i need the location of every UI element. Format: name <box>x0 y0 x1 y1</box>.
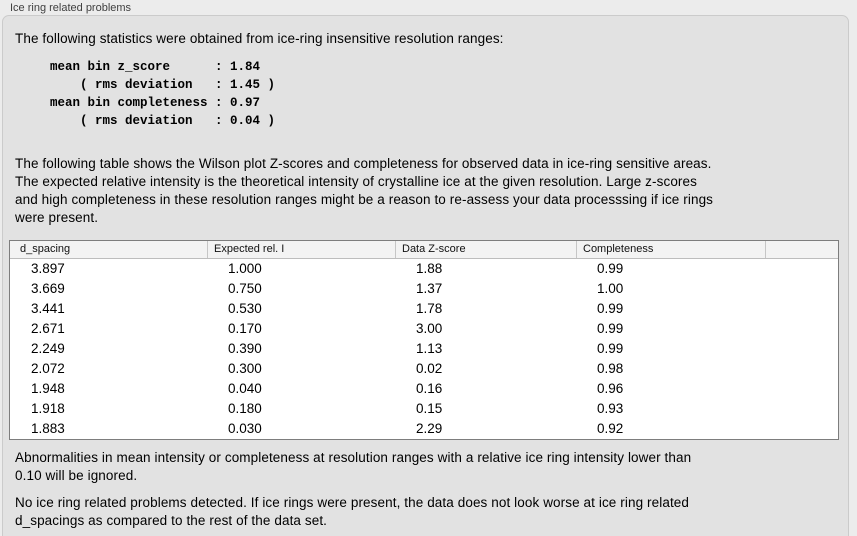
table-row[interactable]: 2.072 0.300 0.02 0.98 <box>10 359 838 379</box>
table-row[interactable]: 2.249 0.390 1.13 0.99 <box>10 339 838 359</box>
table-description-text: The following table shows the Wilson plo… <box>15 156 714 225</box>
cell-data-z-score: 0.16 <box>416 381 443 396</box>
ice-ring-panel: The following statistics were obtained f… <box>2 15 849 536</box>
cell-completeness: 0.99 <box>597 341 624 356</box>
cell-data-z-score: 1.88 <box>416 261 443 276</box>
cell-completeness: 0.99 <box>597 301 624 316</box>
cell-expected-rel-i: 0.040 <box>228 381 262 396</box>
cell-completeness: 0.98 <box>597 361 624 376</box>
column-header-data-z-score[interactable]: Data Z-score <box>395 241 576 258</box>
cell-expected-rel-i: 0.300 <box>228 361 262 376</box>
cell-d-spacing: 1.883 <box>31 421 65 436</box>
cell-data-z-score: 0.15 <box>416 401 443 416</box>
table-row[interactable]: 2.671 0.170 3.00 0.99 <box>10 319 838 339</box>
panel-title: Ice ring related problems <box>10 2 132 14</box>
intro-text: The following statistics were obtained f… <box>15 31 504 46</box>
table-row[interactable]: 3.441 0.530 1.78 0.99 <box>10 299 838 319</box>
ice-ring-table[interactable]: d_spacing Expected rel. I Data Z-score Comp… <box>9 240 839 440</box>
table-row[interactable]: 1.918 0.180 0.15 0.93 <box>10 399 838 419</box>
cell-data-z-score: 1.13 <box>416 341 443 356</box>
table-row[interactable]: 3.897 1.000 1.88 0.99 <box>10 259 838 279</box>
column-header-expected-rel-i[interactable]: Expected rel. I <box>207 241 395 258</box>
cell-data-z-score: 1.37 <box>416 281 443 296</box>
cell-d-spacing: 3.441 <box>31 301 65 316</box>
table-row[interactable]: 1.883 0.030 2.29 0.92 <box>10 419 838 439</box>
cell-expected-rel-i: 0.030 <box>228 421 262 436</box>
column-header-filler <box>765 241 838 258</box>
cell-d-spacing: 3.897 <box>31 261 65 276</box>
cell-expected-rel-i: 0.530 <box>228 301 262 316</box>
cell-completeness: 1.00 <box>597 281 624 296</box>
cell-data-z-score: 0.02 <box>416 361 443 376</box>
table-row[interactable]: 3.669 0.750 1.37 1.00 <box>10 279 838 299</box>
table-row[interactable]: 1.948 0.040 0.16 0.96 <box>10 379 838 399</box>
cell-expected-rel-i: 1.000 <box>228 261 262 276</box>
column-header-completeness[interactable]: Completeness <box>576 241 765 258</box>
cell-data-z-score: 1.78 <box>416 301 443 316</box>
cell-expected-rel-i: 0.390 <box>228 341 262 356</box>
cell-d-spacing: 2.671 <box>31 321 65 336</box>
ignore-note-text: Abnormalities in mean intensity or compl… <box>15 450 692 483</box>
table-body: 3.897 1.000 1.88 0.99 3.669 0.750 1.37 1… <box>10 259 838 439</box>
cell-completeness: 0.93 <box>597 401 624 416</box>
cell-completeness: 0.96 <box>597 381 624 396</box>
table-header-row: d_spacing Expected rel. I Data Z-score Comp… <box>10 241 838 259</box>
cell-d-spacing: 1.948 <box>31 381 65 396</box>
cell-d-spacing: 1.918 <box>31 401 65 416</box>
cell-completeness: 0.92 <box>597 421 624 436</box>
column-header-d-spacing[interactable]: d_spacing <box>20 243 71 255</box>
cell-d-spacing: 2.249 <box>31 341 65 356</box>
cell-d-spacing: 2.072 <box>31 361 65 376</box>
cell-completeness: 0.99 <box>597 321 624 336</box>
cell-data-z-score: 2.29 <box>416 421 443 436</box>
cell-d-spacing: 3.669 <box>31 281 65 296</box>
summary-stats-block: mean bin z_score : 1.84 ( rms deviation … <box>50 60 276 128</box>
cell-expected-rel-i: 0.750 <box>228 281 262 296</box>
cell-completeness: 0.99 <box>597 261 624 276</box>
cell-expected-rel-i: 0.180 <box>228 401 262 416</box>
conclusion-text: No ice ring related problems detected. I… <box>15 495 690 528</box>
cell-data-z-score: 3.00 <box>416 321 443 336</box>
cell-expected-rel-i: 0.170 <box>228 321 262 336</box>
